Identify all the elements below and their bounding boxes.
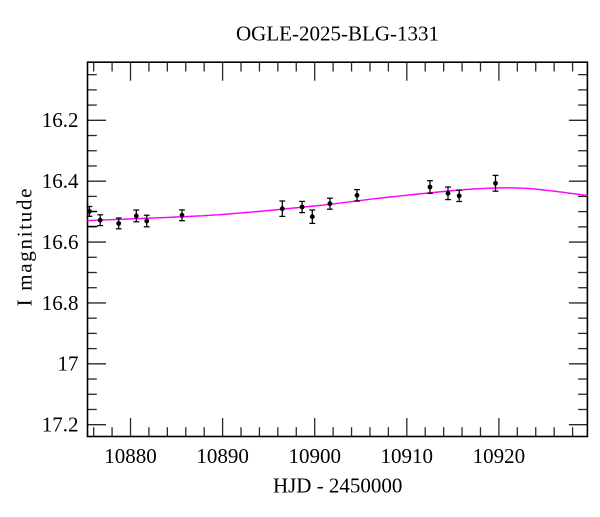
svg-text:10900: 10900 [288, 444, 341, 468]
svg-text:16.4: 16.4 [42, 169, 79, 193]
svg-text:10880: 10880 [104, 444, 157, 468]
svg-text:16.2: 16.2 [42, 108, 79, 132]
svg-text:10890: 10890 [196, 444, 249, 468]
svg-text:10920: 10920 [473, 444, 526, 468]
svg-text:OGLE-2025-BLG-1331: OGLE-2025-BLG-1331 [236, 22, 439, 46]
svg-text:16.6: 16.6 [42, 230, 79, 254]
svg-text:HJD - 2450000: HJD - 2450000 [273, 474, 403, 498]
svg-text:17: 17 [58, 352, 79, 376]
svg-text:16.8: 16.8 [42, 291, 79, 315]
svg-text:I magnitude: I magnitude [13, 187, 37, 307]
svg-text:17.2: 17.2 [42, 413, 79, 437]
svg-text:10910: 10910 [381, 444, 434, 468]
